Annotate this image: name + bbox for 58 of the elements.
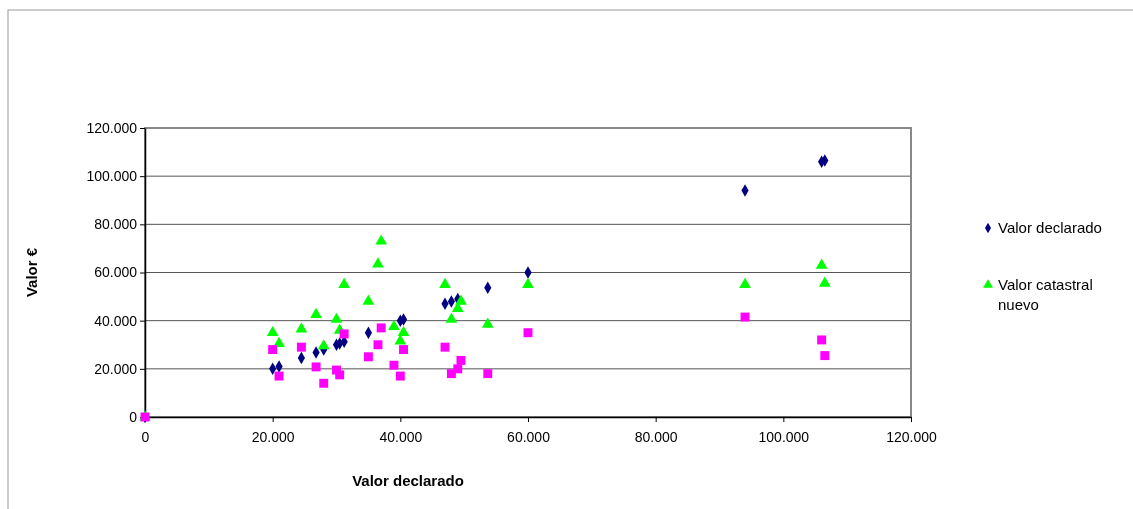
- point: [739, 277, 751, 288]
- point: [455, 294, 467, 305]
- point: [389, 360, 399, 370]
- point: [317, 339, 330, 350]
- point: [818, 276, 831, 287]
- point: [483, 369, 493, 379]
- point: [740, 312, 750, 322]
- point: [339, 329, 349, 339]
- point: [375, 234, 388, 245]
- point: [395, 371, 405, 381]
- legend-label: Valor declarado: [998, 219, 1102, 236]
- point: [268, 345, 278, 355]
- point: [319, 378, 329, 388]
- point: [399, 345, 408, 355]
- point: [456, 355, 466, 365]
- point: [295, 322, 308, 333]
- point: [388, 319, 400, 331]
- point: [310, 307, 322, 319]
- point: [373, 340, 383, 350]
- point: [362, 294, 375, 305]
- x-tick-label: 20.000: [251, 428, 295, 445]
- legend-label: Valor catastral nuevo: [998, 276, 1093, 313]
- point: [439, 277, 451, 288]
- x-tick-label: 100.000: [758, 428, 810, 445]
- y-axis-title: Valor €: [23, 247, 40, 298]
- x-axis-title: Valor declarado: [352, 472, 464, 489]
- point: [338, 277, 351, 288]
- y-tick-label: 20.000: [94, 360, 138, 377]
- y-tick-label: 100.000: [86, 168, 138, 185]
- point: [445, 312, 458, 323]
- point: [453, 364, 463, 374]
- point: [372, 257, 384, 268]
- point: [522, 277, 534, 288]
- point: [296, 342, 306, 352]
- point: [817, 335, 827, 345]
- point: [335, 370, 345, 380]
- point: [523, 328, 533, 338]
- x-tick-label: 0: [141, 428, 150, 445]
- y-tick-label: 40.000: [94, 312, 138, 329]
- y-tick-label: 120.000: [86, 119, 138, 136]
- point: [397, 325, 410, 337]
- point: [820, 351, 830, 361]
- point: [440, 342, 450, 352]
- point: [274, 371, 284, 381]
- y-tick-label: 80.000: [94, 216, 138, 233]
- y-tick-label: 0: [129, 408, 138, 425]
- point: [311, 362, 321, 372]
- x-tick-label: 80.000: [634, 428, 678, 445]
- point: [363, 352, 373, 362]
- x-tick-label: 40.000: [379, 428, 423, 445]
- point: [815, 258, 828, 269]
- x-tick-label: 60.000: [507, 428, 551, 445]
- point: [376, 323, 386, 333]
- y-tick-label: 60.000: [94, 264, 138, 281]
- point: [330, 312, 343, 323]
- point: [481, 317, 494, 328]
- point: [266, 325, 279, 337]
- x-tick-label: 120.000: [886, 428, 938, 445]
